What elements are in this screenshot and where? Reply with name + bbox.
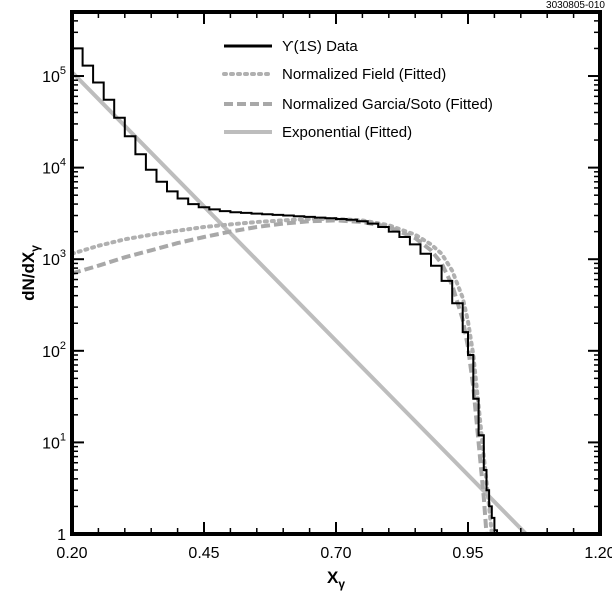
legend: ϒ(1S) Data Normalized Field (Fitted) Norma… bbox=[222, 38, 493, 141]
y-tick-label: 101 bbox=[42, 431, 66, 452]
legend-label-0: ϒ(1S) Data bbox=[282, 38, 358, 55]
y-tick-label: 103 bbox=[42, 248, 66, 269]
x-tick-label: 0.20 bbox=[56, 545, 87, 562]
y-tick-label: 102 bbox=[42, 340, 66, 361]
legend-label-3: Exponential (Fitted) bbox=[282, 124, 412, 141]
series-line-3 bbox=[72, 70, 528, 534]
series-line-1 bbox=[72, 217, 494, 534]
x-axis-title: Xγ bbox=[327, 568, 345, 591]
series-line-0 bbox=[72, 47, 500, 534]
y-tick-label: 1 bbox=[57, 527, 66, 544]
y-tick-label: 104 bbox=[42, 157, 66, 178]
x-tick-label: 1.20 bbox=[584, 545, 612, 562]
plot-area bbox=[72, 47, 528, 534]
x-tick-label: 0.95 bbox=[452, 545, 483, 562]
x-tick-label: 0.45 bbox=[188, 545, 219, 562]
legend-label-1: Normalized Field (Fitted) bbox=[282, 66, 446, 83]
x-tick-label: 0.70 bbox=[320, 545, 351, 562]
plot-frame bbox=[70, 10, 602, 536]
axis-ticks: 0.20 0.45 0.70 0.95 1.20 1 101 102 103 104 105 bbox=[42, 11, 612, 562]
y-tick-label: 105 bbox=[42, 65, 66, 86]
figure-id-label: 3030805-010 bbox=[546, 0, 605, 11]
y-axis-title: dN/dXγ bbox=[19, 245, 42, 301]
series-line-2 bbox=[72, 218, 489, 534]
legend-label-2: Normalized Garcia/Soto (Fitted) bbox=[282, 96, 493, 113]
